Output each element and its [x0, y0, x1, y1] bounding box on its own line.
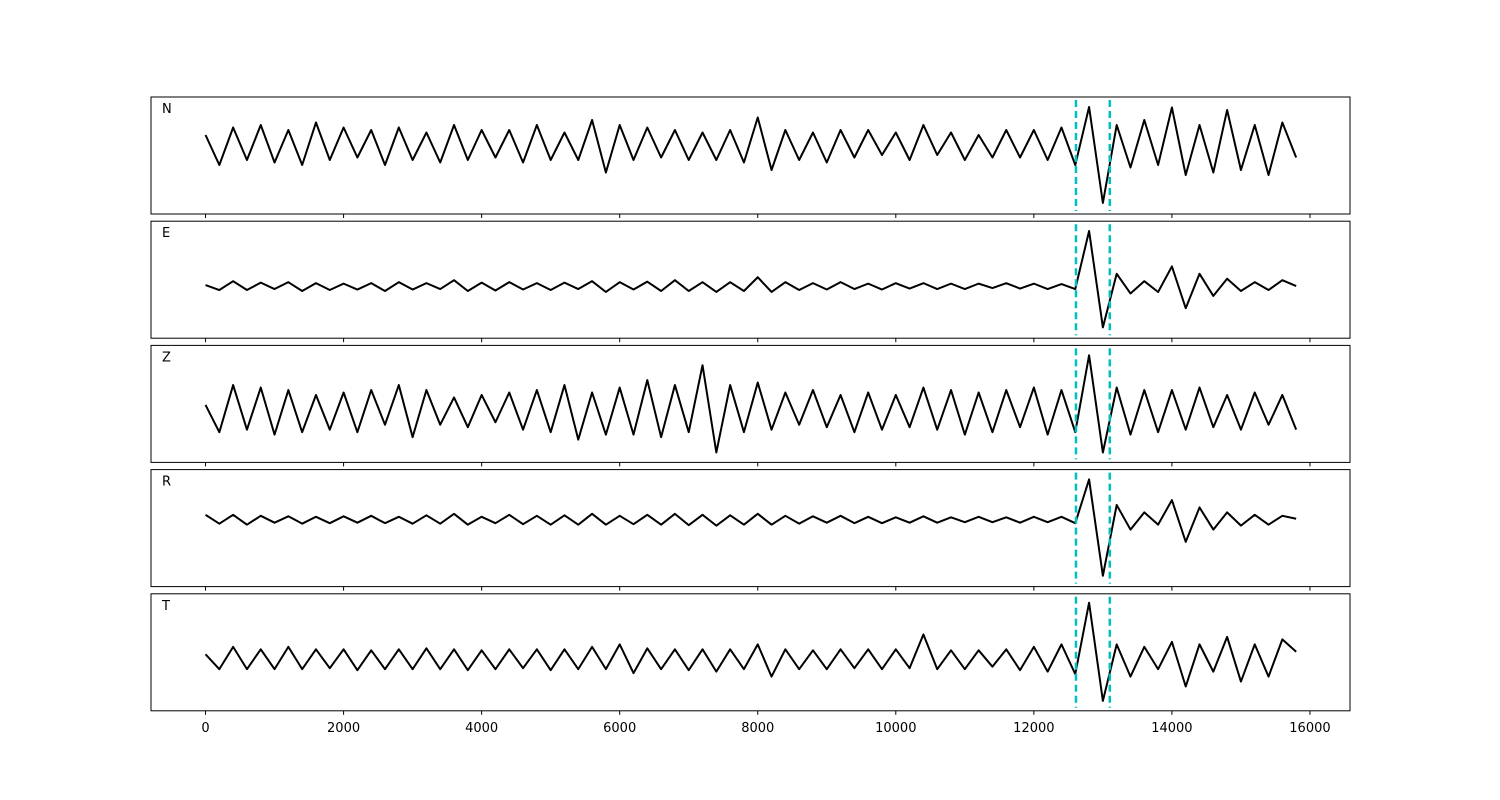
x-tick-label: 6000	[603, 721, 636, 736]
panel-label: R	[162, 475, 171, 490]
x-tick-label: 12000	[1013, 721, 1054, 736]
panel-label: N	[162, 102, 172, 117]
x-tick-label: 8000	[741, 721, 774, 736]
x-tick-label: 16000	[1289, 721, 1330, 736]
panel-frame	[150, 344, 1351, 463]
panel-label: T	[161, 599, 170, 614]
panel-label: Z	[162, 350, 171, 365]
trace	[204, 354, 1298, 454]
panel-frame	[150, 593, 1351, 712]
panel-frame	[150, 96, 1351, 215]
x-tick-label: 14000	[1151, 721, 1192, 736]
x-tick-label: 2000	[327, 721, 360, 736]
panel-frame	[150, 469, 1351, 588]
trace	[205, 230, 1297, 329]
trace	[204, 478, 1297, 577]
x-tick-label: 4000	[465, 721, 498, 736]
x-tick-label: 10000	[875, 721, 916, 736]
panel-label: E	[162, 226, 170, 241]
panel-frame	[150, 220, 1351, 339]
trace	[204, 106, 1298, 204]
trace	[204, 601, 1297, 702]
x-tick-label: 0	[201, 721, 209, 736]
